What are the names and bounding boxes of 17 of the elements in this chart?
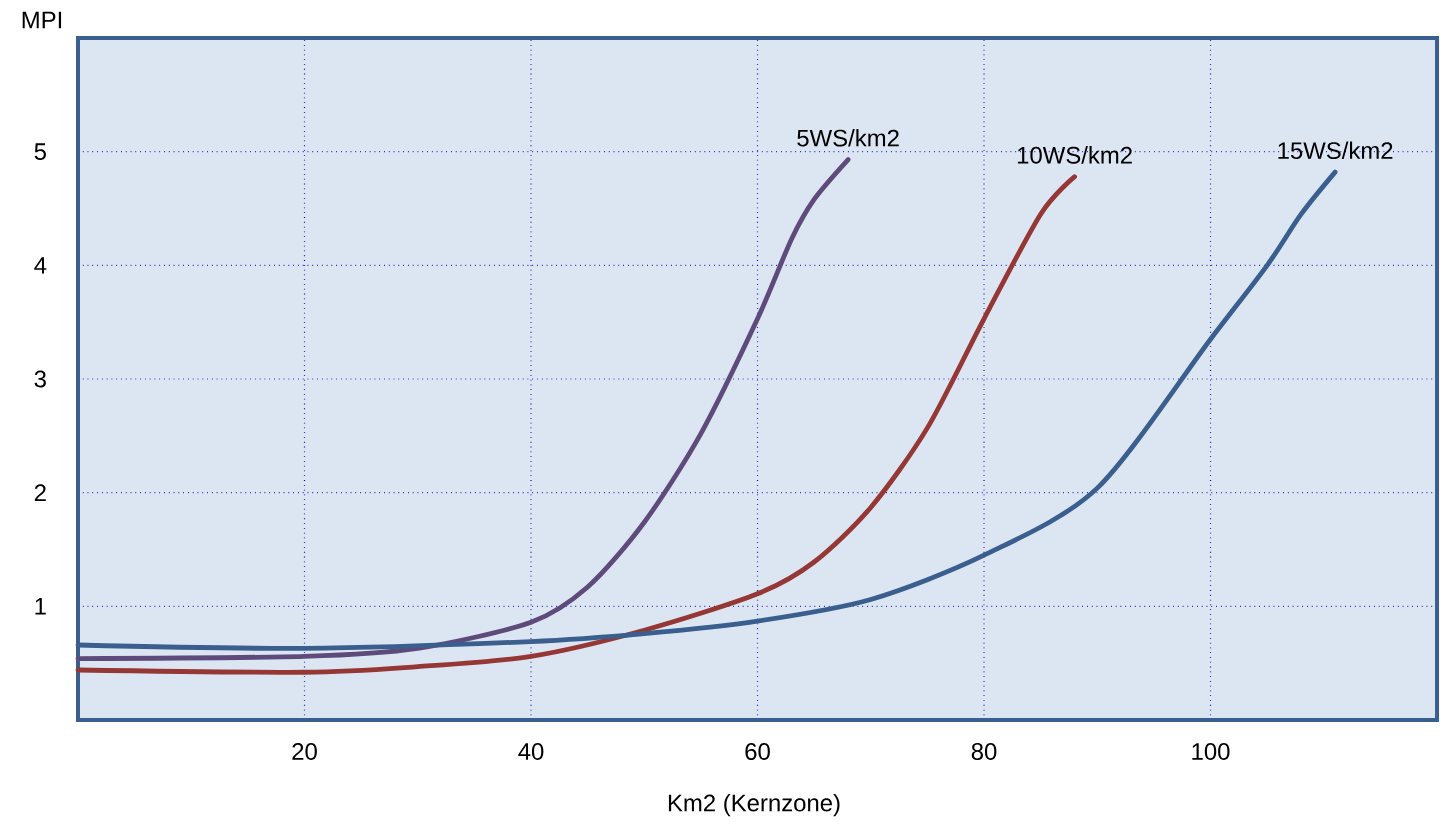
y-tick-label: 5 [34,143,46,160]
series-label: 15WS/km2 [1278,141,1393,160]
line-series [75,157,851,662]
line-series [75,174,1078,675]
x-tick-label: 100 [1192,743,1230,760]
x-tick-label: 60 [745,743,770,760]
y-tick-label: 2 [34,484,46,502]
y-tick-label: 4 [34,257,47,274]
x-tick-label: 80 [971,743,997,760]
series-label: 10WS/km2 [1017,146,1132,164]
x-axis-title: Km2 (Kernzone) [668,793,840,817]
series-label: 5WS/km2 [797,129,899,147]
y-tick-label: 1 [35,598,46,615]
y-axis-title: MPI [22,11,62,29]
x-tick-label: 40 [518,743,544,760]
x-tick-label: 20 [292,743,317,760]
y-tick-label: 3 [34,370,46,388]
